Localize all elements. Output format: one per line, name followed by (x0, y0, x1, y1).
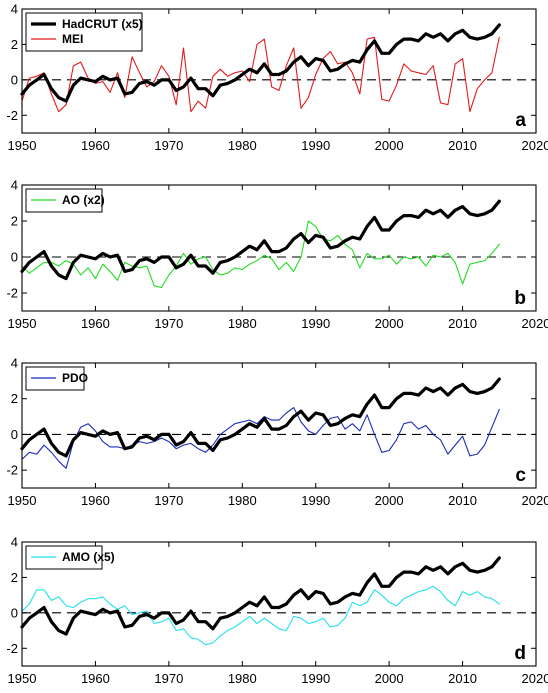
ao-x2-line (21, 220, 500, 289)
y-tick-label: 2 (11, 214, 18, 229)
panel-letter: d (514, 643, 526, 664)
legend-label: AO (x2) (62, 193, 105, 207)
x-tick-label: 1960 (81, 671, 110, 686)
legend-label: AMO (x5) (62, 550, 115, 564)
x-tick-label: 2010 (448, 138, 477, 153)
legend-box (25, 12, 143, 52)
panel-letter: b (514, 288, 526, 309)
hadcrut-line (20, 556, 501, 636)
y-tick-label: -2 (6, 463, 18, 478)
x-tick-label: 2000 (375, 493, 404, 508)
x-tick-label: 1950 (8, 493, 37, 508)
x-tick-label: 2000 (375, 316, 404, 331)
legend-box (25, 188, 103, 213)
y-tick-label: -2 (6, 641, 18, 656)
y-tick-label: -2 (6, 286, 18, 301)
y-tick-label: 0 (11, 250, 18, 265)
plot-frame (21, 362, 537, 489)
y-tick-label: -2 (6, 108, 18, 123)
legend-label: HadCRUT (x5) (62, 17, 143, 31)
legend: PDO (25, 366, 88, 391)
legend-label: MEI (62, 32, 83, 46)
legend: AO (x2) (25, 188, 105, 213)
amo-x5-line (21, 585, 500, 646)
legend: HadCRUT (x5)MEI (25, 12, 143, 52)
x-tick-label: 2020 (522, 316, 548, 331)
x-tick-label: 1950 (8, 316, 37, 331)
x-tick-label: 2020 (522, 138, 548, 153)
x-tick-label: 1990 (301, 138, 330, 153)
panel-a: 1950 1960 1970 1980 1990 2000 2010 2020 -2 0 2 4 Had… (6, 2, 548, 154)
panel-b: 1950 1960 1970 1980 1990 2000 2010 2020 -2 0 2 4 AO … (6, 178, 548, 332)
y-tick-label: 4 (11, 356, 18, 371)
y-tick-label: 0 (11, 72, 18, 87)
x-tick-label: 2020 (522, 671, 548, 686)
plot-frame (21, 8, 537, 134)
panel-letter: a (515, 110, 526, 131)
x-tick-label: 2020 (522, 493, 548, 508)
x-tick-label: 1960 (81, 138, 110, 153)
hadcrut-line (20, 377, 501, 458)
y-tick-label: 4 (11, 2, 18, 17)
x-tick-label: 2010 (448, 316, 477, 331)
y-tick-label: 4 (11, 178, 18, 193)
legend-box (25, 545, 103, 570)
x-tick-label: 1990 (301, 493, 330, 508)
x-tick-label: 2000 (375, 671, 404, 686)
y-tick-label: 2 (11, 570, 18, 585)
panel-letter: c (515, 465, 526, 486)
hadcrut-x5-line (20, 23, 501, 103)
plot-frame (21, 541, 537, 667)
x-tick-label: 2000 (375, 138, 404, 153)
x-tick-label: 1980 (228, 138, 257, 153)
y-tick-label: 2 (11, 37, 18, 52)
x-tick-label: 1950 (8, 671, 37, 686)
mei-line (21, 36, 500, 113)
y-tick-label: 0 (11, 605, 18, 620)
y-tick-label: 2 (11, 391, 18, 406)
x-tick-label: 1960 (81, 493, 110, 508)
x-tick-label: 1970 (154, 493, 183, 508)
x-tick-label: 1950 (8, 138, 37, 153)
plot-frame (21, 184, 537, 312)
x-tick-label: 1970 (154, 671, 183, 686)
y-tick-label: 0 (11, 427, 18, 442)
legend-label: PDO (62, 371, 88, 385)
x-tick-label: 1990 (301, 671, 330, 686)
x-tick-label: 2010 (448, 493, 477, 508)
panel-d: 1950 1960 1970 1980 1990 2000 2010 2020 -2 0 2 4 AMO… (6, 535, 548, 687)
panel-c: 1950 1960 1970 1980 1990 2000 2010 2020 -2 0 2 4 PDO… (6, 356, 548, 509)
x-tick-label: 1960 (81, 316, 110, 331)
pdo-line (21, 407, 500, 469)
x-tick-label: 1970 (154, 316, 183, 331)
legend: AMO (x5) (25, 545, 115, 570)
hadcrut-line (20, 199, 501, 281)
x-tick-label: 1980 (228, 316, 257, 331)
x-tick-label: 2010 (448, 671, 477, 686)
y-tick-label: 4 (11, 535, 18, 550)
x-tick-label: 1980 (228, 671, 257, 686)
x-tick-label: 1980 (228, 493, 257, 508)
x-tick-label: 1990 (301, 316, 330, 331)
x-tick-label: 1970 (154, 138, 183, 153)
